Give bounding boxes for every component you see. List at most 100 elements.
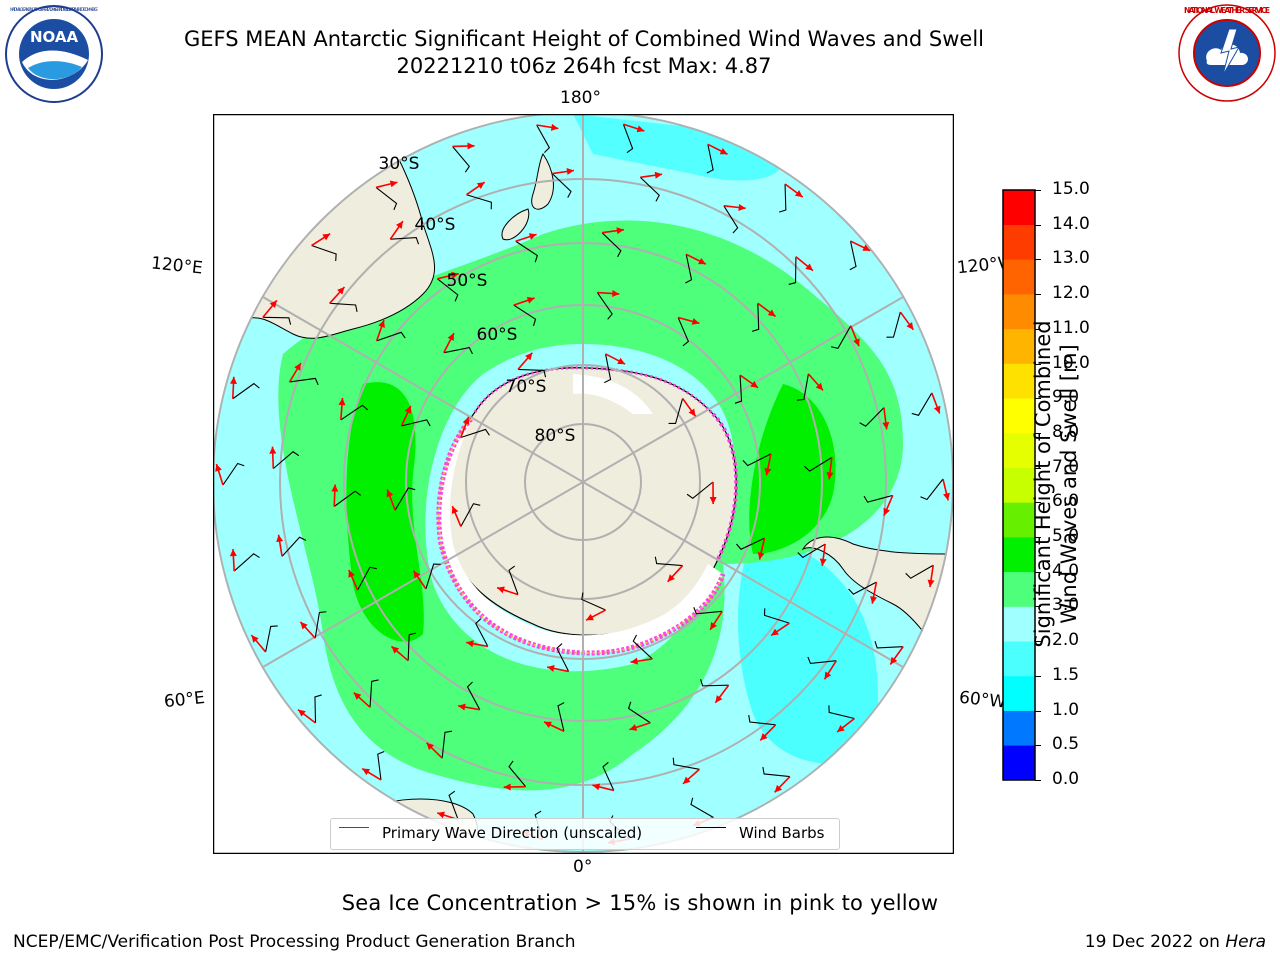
wave-arrow-head <box>476 182 485 190</box>
wind-barb <box>556 643 570 672</box>
wind-barb <box>831 325 852 350</box>
lon-label-180: 180° <box>560 88 601 108</box>
wave-arrow-head <box>794 190 803 198</box>
wind-barb <box>262 316 292 325</box>
colorbar-tick-label: 5.0 <box>1052 526 1080 547</box>
wind-barb <box>581 592 606 611</box>
wind-barb <box>748 714 776 726</box>
wind-barb <box>807 656 837 665</box>
wind-barb <box>654 556 683 567</box>
colorbar-tick-mark <box>1035 259 1041 261</box>
colorbar-segment <box>1003 537 1035 573</box>
wave-arrow-head <box>882 422 890 430</box>
wind-barb <box>706 144 714 174</box>
colorbar-tick-label: 0.0 <box>1052 769 1080 789</box>
nws-logo: NATIONAL WEATHER SERVICE <box>1178 4 1276 102</box>
colorbar-tick-mark <box>1035 432 1041 434</box>
wave-arrow-head <box>426 742 434 751</box>
colorbar-tick-label: 14.0 <box>1052 213 1090 234</box>
wind-barb <box>639 176 660 202</box>
colorbar-tick-mark <box>1035 745 1041 747</box>
legend-barb-swatch <box>696 827 726 828</box>
wave-arrow-head <box>503 783 511 791</box>
colorbar-tick-mark <box>1035 537 1041 539</box>
footer-date: 19 Dec 2022 on Hera <box>1085 932 1266 952</box>
wind-barb <box>672 757 700 770</box>
wind-barb <box>407 632 417 661</box>
wind-barb <box>452 146 470 173</box>
wave-arrow-head <box>396 221 403 229</box>
wind-barb <box>677 317 690 347</box>
wind-barb <box>557 702 565 732</box>
footer-host: Hera <box>1225 932 1266 952</box>
wave-arrow-head <box>413 570 421 579</box>
colorbar-tick-mark <box>1035 710 1041 712</box>
wind-barb <box>911 392 933 416</box>
colorbar-label-line2: Wind Waves and Swell [m] <box>1057 344 1081 624</box>
wave-arrow-head <box>927 579 935 588</box>
wave-arrow-head <box>331 484 339 492</box>
wind-barb <box>448 790 459 820</box>
wave-arrow-head <box>550 123 559 131</box>
colorbar-segment <box>1003 745 1035 781</box>
wave-arrow-head <box>297 709 306 717</box>
wave-direction-arrows <box>215 123 950 846</box>
wave-arrow-head <box>767 309 776 317</box>
wave-arrow-head <box>682 776 691 784</box>
wave-arrow-head <box>547 665 555 672</box>
wind-barb <box>849 240 857 271</box>
wind-barb <box>779 184 787 213</box>
wind-barb <box>513 304 537 327</box>
map-panel: 30°S 40°S 50°S 60°S 70°S 80°S <box>213 114 954 854</box>
noaa-logo: NOAA NATIONAL OCEANIC AND ATMOSPHERIC AD… <box>5 5 103 103</box>
wind-barb <box>742 453 772 467</box>
wave-arrow-head <box>229 549 237 557</box>
wind-barb <box>289 377 319 386</box>
colorbar-tick-mark <box>1035 571 1041 573</box>
colorbar-tick-mark <box>1035 328 1041 330</box>
wind-barb <box>232 382 260 400</box>
wave-arrow-head <box>617 357 626 365</box>
wave-arrow-head <box>738 204 746 211</box>
colorbar <box>1002 189 1036 781</box>
wind-barb <box>460 428 490 439</box>
colorbar-segment <box>1003 571 1035 607</box>
colorbar-label-line1: Significant Height of Combined <box>1031 320 1055 648</box>
wave-arrow-head <box>760 733 768 741</box>
wind-barb <box>622 124 634 154</box>
map-legend: Primary Wave Direction (unscaled) Wind B… <box>330 818 840 850</box>
wind-barb <box>222 462 245 486</box>
wind-barb <box>233 553 260 572</box>
wind-barb <box>690 797 714 819</box>
wave-band-3-4m <box>278 220 903 791</box>
colorbar-segment <box>1003 606 1035 642</box>
wind-barb <box>762 766 791 778</box>
wave-arrow-head <box>883 507 890 516</box>
lat-label-80s: 80°S <box>535 426 576 446</box>
colorbar-segment <box>1003 710 1035 746</box>
wave-arrow-head <box>870 596 878 604</box>
colorbar-tick-mark <box>1035 363 1041 365</box>
wind-barb <box>828 705 855 720</box>
wind-barb <box>329 302 358 312</box>
wave-arrow-head <box>251 635 259 643</box>
wind-barb <box>723 205 739 234</box>
wave-arrow-head <box>691 318 700 325</box>
wave-arrow-head <box>592 783 601 791</box>
colorbar-segment <box>1003 467 1035 503</box>
wind-barb <box>390 236 420 245</box>
colorbar-tick-label: 1.5 <box>1052 664 1080 685</box>
wave-arrow-head <box>715 695 723 703</box>
wind-barb <box>632 634 653 660</box>
colorbar-tick-mark <box>1035 606 1041 608</box>
wave-arrow-head <box>933 405 941 414</box>
map-frame <box>213 114 954 854</box>
colorbar-segment <box>1003 328 1035 364</box>
wind-barb <box>536 124 551 153</box>
legend-wave-swatch <box>339 827 369 828</box>
wave-arrow-head <box>404 405 412 414</box>
wind-barb <box>848 581 877 595</box>
wind-barb <box>686 481 714 500</box>
wave-arrow-head <box>612 290 620 298</box>
wave-arrow-head <box>757 551 765 560</box>
